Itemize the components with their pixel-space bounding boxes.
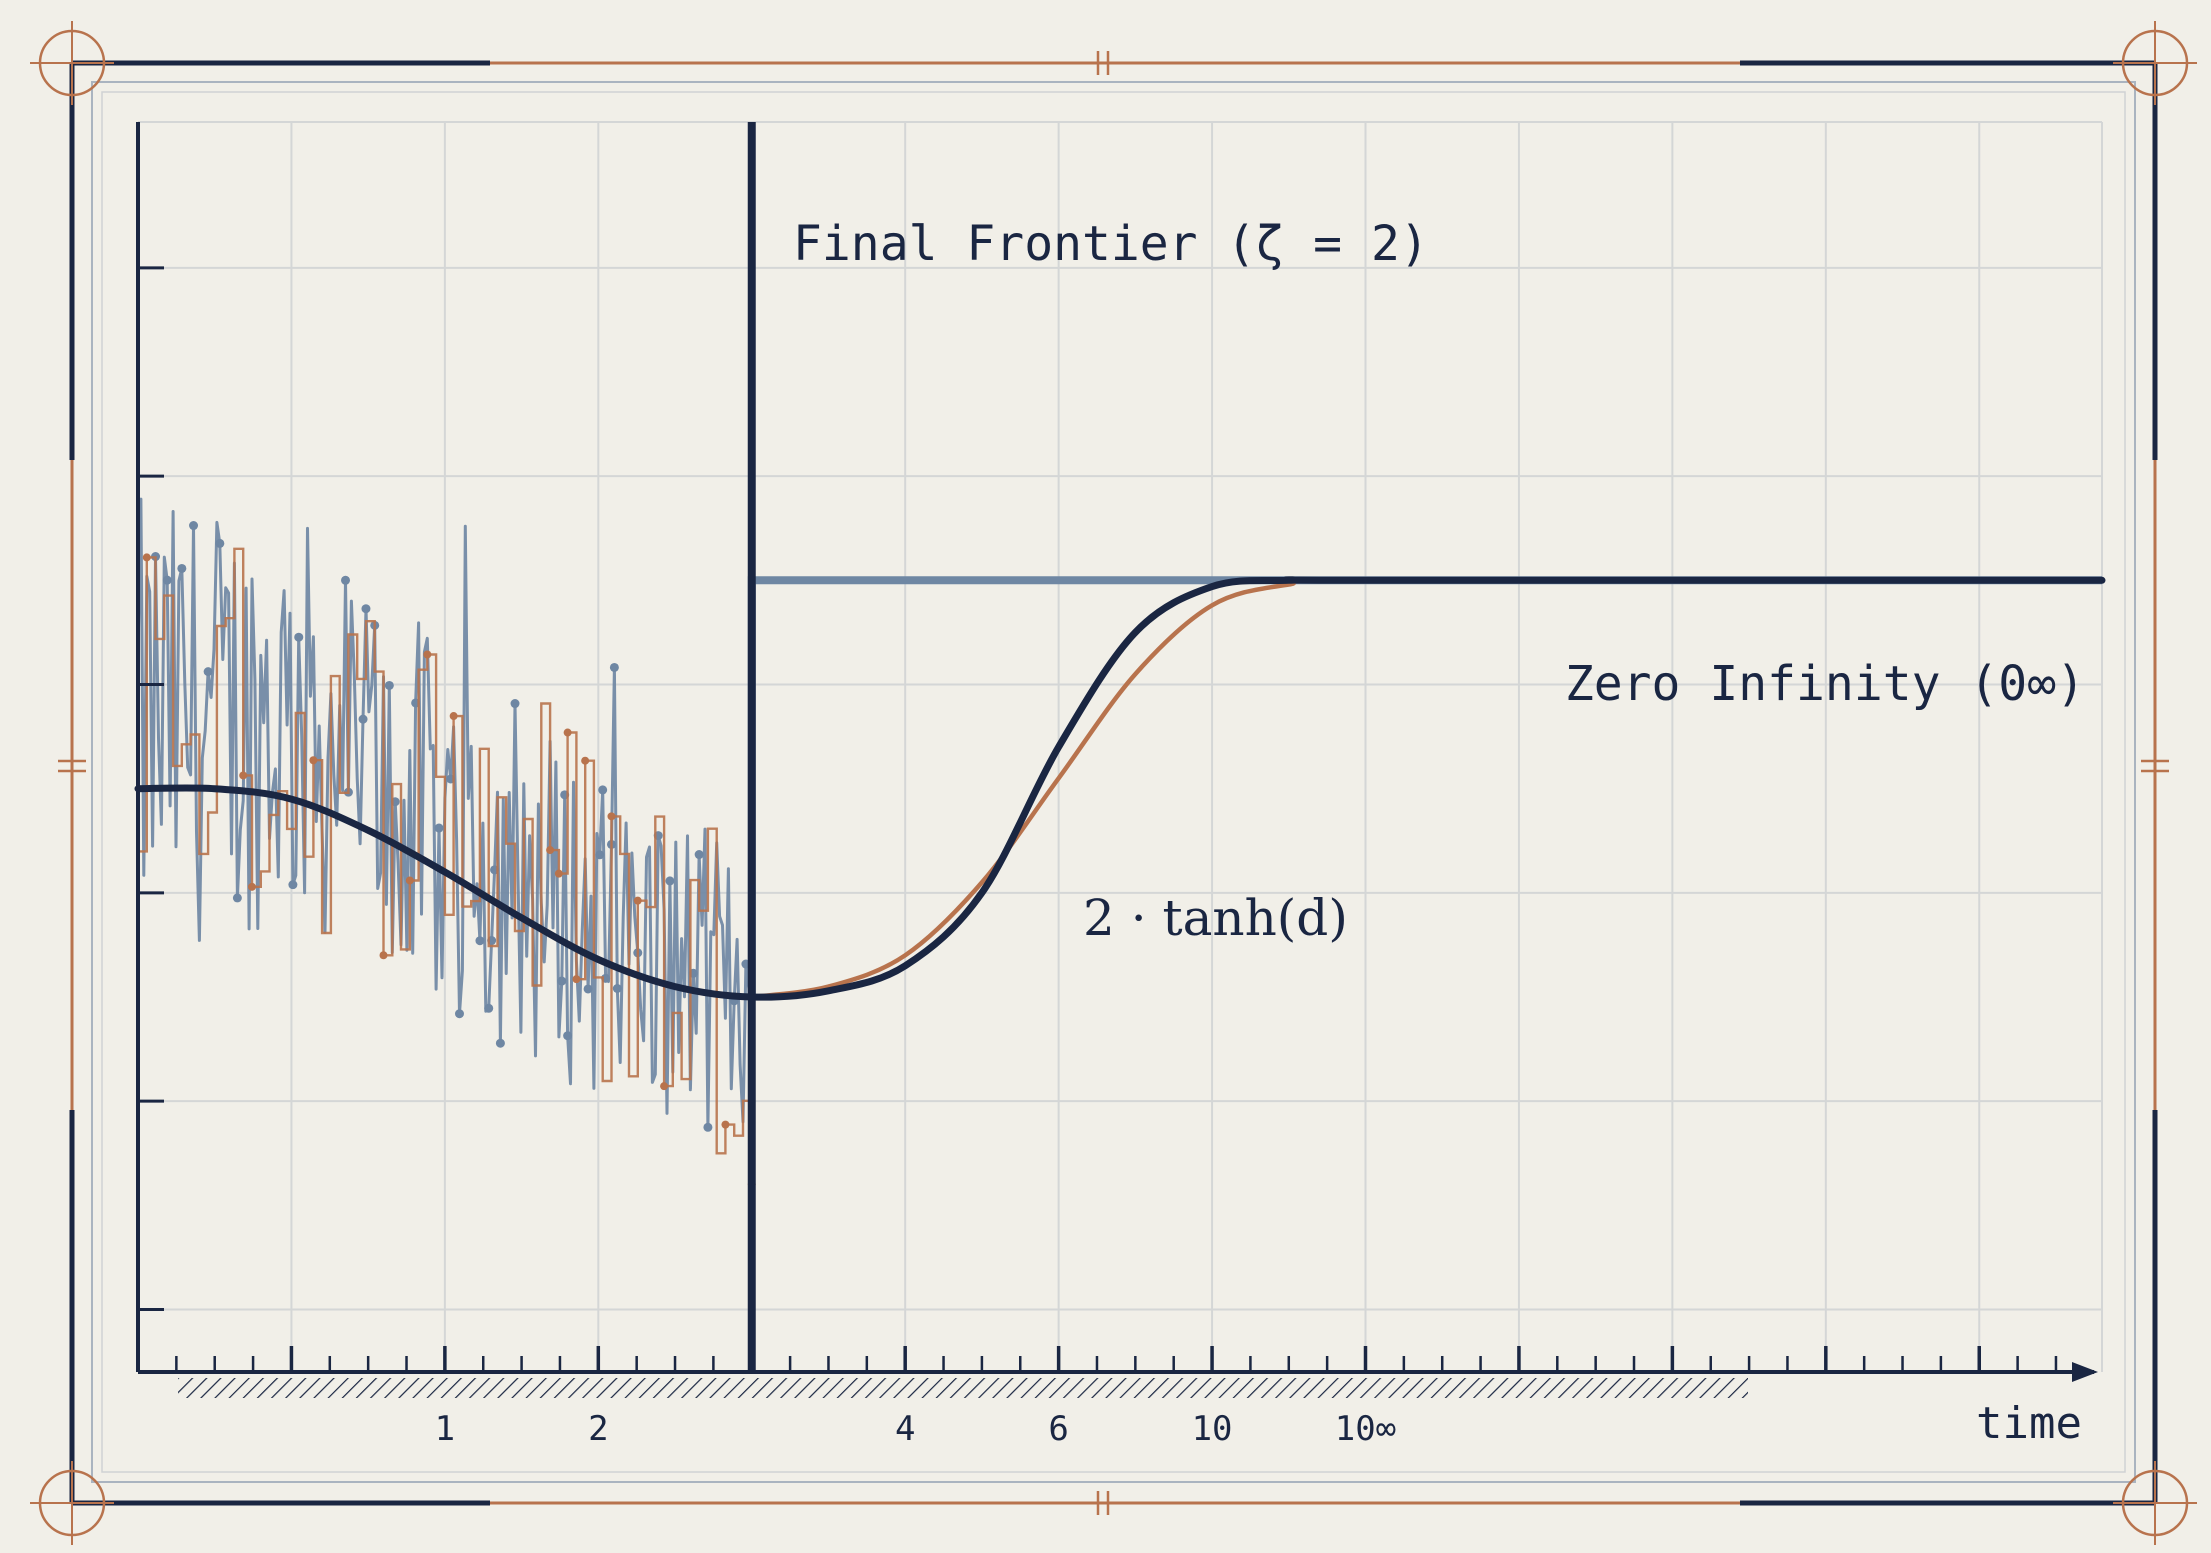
x-axis-ticks — [175, 1346, 2058, 1372]
x-tick-label-2: 4 — [895, 1409, 915, 1449]
x-tick-label-0: 1 — [435, 1409, 455, 1449]
series-2-smooth-line — [134, 576, 2106, 1001]
x-axis-label: time — [1976, 1398, 2082, 1449]
noisy-series-group — [136, 497, 756, 1189]
series-1-line — [138, 547, 753, 1185]
chart-grid — [138, 121, 2103, 1372]
frame-inner-rect-2 — [101, 91, 2126, 1473]
x-axis-arrow — [2072, 1362, 2098, 1382]
x-tick-label-3: 6 — [1048, 1409, 1068, 1449]
chart-axes — [136, 122, 2098, 1398]
axis-hatch-band — [178, 1378, 1748, 1398]
frontier-annotation: Final Frontier (ζ = 2) — [793, 216, 1429, 272]
series-3-smooth-line — [749, 577, 2105, 1000]
series-4-step-line — [747, 576, 2102, 997]
decorative-frame — [30, 21, 2197, 1545]
frame-inner-rect — [91, 81, 2136, 1483]
x-tick-labels: 1 2 4 6 10 10∞ — [435, 1409, 1397, 1449]
zero-infinity-annotation: Zero Infinity (0∞) — [1565, 656, 2085, 712]
curve-annotation: 2 · tanh(d) — [1083, 889, 1348, 947]
x-tick-label-5: 10∞ — [1335, 1409, 1396, 1449]
x-tick-label-1: 2 — [588, 1409, 608, 1449]
x-tick-label-4: 10 — [1192, 1409, 1233, 1449]
